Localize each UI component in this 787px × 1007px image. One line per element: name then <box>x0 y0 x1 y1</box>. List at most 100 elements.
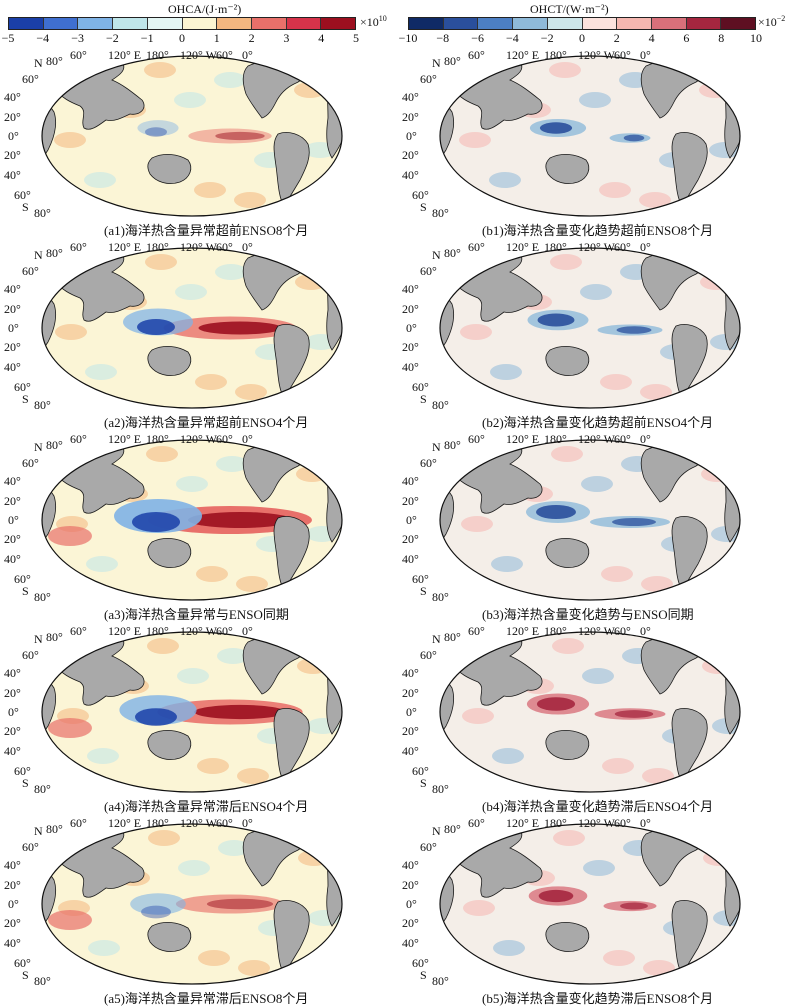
longitude-label: 120° W <box>578 48 615 62</box>
colorbar-tick-label: 10 <box>750 31 762 45</box>
background-anomaly <box>297 658 329 674</box>
longitude-label: 60° <box>614 240 631 254</box>
ocean-background <box>440 440 740 600</box>
land-mass <box>326 453 342 543</box>
latitude-label: 0° <box>8 513 19 527</box>
map-outline <box>41 55 343 217</box>
background-anomaly <box>491 556 523 572</box>
warm-anomaly-core <box>188 512 292 528</box>
longitude-label: 60° <box>614 816 631 830</box>
colorbar-segment <box>686 18 722 29</box>
background-anomaly <box>194 182 226 198</box>
colorbar-tick-label: 4 <box>318 31 325 45</box>
longitude-label: 120° W <box>578 624 615 638</box>
background-anomaly <box>582 668 614 684</box>
world-map <box>41 439 343 601</box>
latitude-label: 40° <box>402 474 419 488</box>
background-anomaly <box>197 758 229 774</box>
background-anomaly <box>177 668 209 684</box>
land-mass <box>273 132 310 207</box>
background-anomaly <box>702 658 734 674</box>
background-anomaly <box>603 950 635 966</box>
panel-caption: (a4)海洋热含量异常滞后ENSO4个月 <box>104 799 309 814</box>
panel-caption: (b3)海洋热含量变化趋势与ENSO同期 <box>482 607 694 622</box>
background-anomaly <box>552 638 584 654</box>
land-mass <box>147 154 192 184</box>
land-mass <box>724 645 740 735</box>
colorbar-tick-label: 3 <box>283 31 290 45</box>
longitude-label: 60° <box>70 432 87 446</box>
colorbar-segment <box>513 18 548 29</box>
north-label: N <box>34 440 43 454</box>
background-anomaly <box>54 132 86 148</box>
north-label: N <box>34 824 43 838</box>
colorbar-segment <box>182 18 218 29</box>
south-label: S <box>420 584 427 598</box>
latitude-label: 40° <box>402 858 419 872</box>
latitude-label: 60° <box>420 264 437 278</box>
latitude-label: 40° <box>4 474 21 488</box>
latitude-label: 40° <box>4 936 21 950</box>
latitude-label: 80° <box>46 438 63 452</box>
land-mass <box>147 346 192 376</box>
cold-anomaly-core <box>132 512 180 532</box>
background-anomaly <box>216 456 248 472</box>
colorbar-segment <box>251 18 287 29</box>
longitude-label: 180° <box>146 48 169 62</box>
longitude-label: 180° <box>544 48 567 62</box>
background-anomaly <box>144 62 176 78</box>
background-anomaly <box>602 758 634 774</box>
latitude-label: 40° <box>4 168 21 182</box>
background-anomaly <box>87 748 119 764</box>
latitude-label: 40° <box>402 552 419 566</box>
latitude-label: 20° <box>402 340 419 354</box>
longitude-label: 0° <box>242 432 253 446</box>
colorbar-tick-label: 8 <box>718 31 725 45</box>
longitude-label: 120° E <box>506 816 540 830</box>
colorbar-tick-label: −2 <box>540 31 554 45</box>
longitude-label: 0° <box>640 432 651 446</box>
longitude-label: 120° E <box>108 48 142 62</box>
map-outline <box>439 55 741 217</box>
colorbar-tick-label: 6 <box>683 31 690 45</box>
background-anomaly <box>489 172 521 188</box>
longitude-label: 0° <box>640 624 651 638</box>
land-mass <box>545 154 590 184</box>
colorbar-scale-ohct: ×10−2 <box>758 14 786 29</box>
map-panel: 60° 120° E 180° 120° W 60° 0° 80° 60° 40° 20° 0° 20… <box>4 48 374 238</box>
background-anomaly <box>195 374 227 390</box>
latitude-label: 80° <box>432 782 449 796</box>
south-label: S <box>420 968 427 982</box>
latitude-label: 80° <box>46 822 63 836</box>
colorbar-ohct <box>408 17 756 30</box>
land-mass <box>273 900 310 975</box>
latitude-label: 60° <box>22 840 39 854</box>
warm-anomaly <box>48 910 92 930</box>
latitude-label: 60° <box>14 572 31 586</box>
longitude-label: 60° <box>468 816 485 830</box>
background-anomaly <box>85 364 117 380</box>
longitude-label: 120° E <box>108 240 142 254</box>
longitude-label: 60° <box>468 624 485 638</box>
cold-anomaly-core <box>145 127 167 137</box>
background-anomaly <box>145 254 177 270</box>
trend-anomaly-core <box>538 889 574 903</box>
background-anomaly <box>86 556 118 572</box>
background-anomaly <box>639 192 671 208</box>
latitude-label: 40° <box>4 90 21 104</box>
map-panel: 60° 120° E 180° 120° W 60° 0° 80° 60° 40° 20° 0° 20… <box>402 240 772 430</box>
colorbar-scale-ohca: ×1010 <box>360 14 387 29</box>
longitude-label: 60° <box>614 432 631 446</box>
background-anomaly <box>580 284 612 300</box>
trend-anomaly-core <box>536 505 576 519</box>
longitude-label: 60° <box>614 48 631 62</box>
latitude-label: 80° <box>444 822 461 836</box>
latitude-label: 40° <box>402 282 419 296</box>
land-mass <box>147 922 192 952</box>
colorbar-tick-label: 1 <box>213 31 220 45</box>
latitude-label: 60° <box>22 264 39 278</box>
longitude-label: 120° W <box>578 432 615 446</box>
longitude-label: 60° <box>216 816 233 830</box>
latitude-label: 80° <box>46 630 63 644</box>
latitude-label: 0° <box>8 705 19 719</box>
